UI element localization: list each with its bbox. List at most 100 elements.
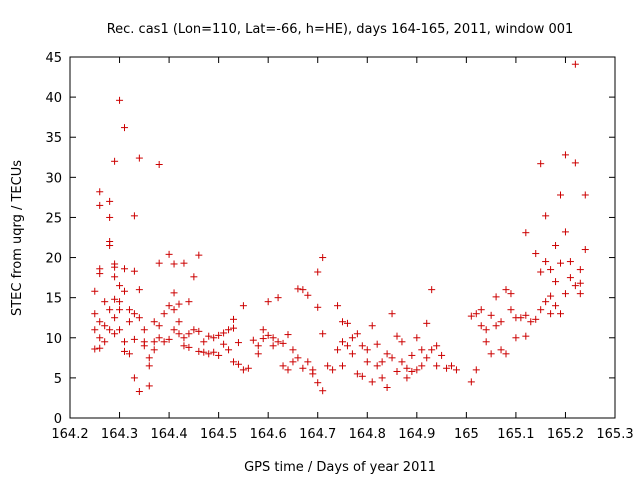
- data-point: [304, 358, 312, 366]
- data-point: [289, 346, 297, 354]
- data-point: [378, 374, 386, 382]
- data-point: [96, 318, 104, 326]
- data-point: [373, 340, 381, 348]
- data-point: [557, 310, 564, 318]
- data-point: [319, 387, 327, 395]
- data-point: [111, 260, 119, 268]
- data-point: [101, 322, 109, 330]
- data-point: [383, 384, 391, 392]
- data-point: [145, 354, 153, 362]
- data-point: [418, 362, 426, 370]
- data-point: [116, 326, 124, 334]
- data-point: [566, 274, 574, 282]
- x-axis-ticks: 164.2 164.3 164.4 164.5 164.6 164.7 164.8 164.9…: [51, 57, 634, 442]
- data-point: [140, 326, 148, 334]
- data-point: [319, 254, 327, 262]
- data-point: [358, 342, 366, 350]
- data-point: [130, 310, 138, 318]
- y-tick-label: 25: [45, 211, 62, 226]
- data-point: [358, 372, 366, 380]
- data-point: [547, 310, 555, 318]
- data-point: [408, 351, 416, 359]
- data-point: [96, 201, 104, 209]
- data-point: [106, 238, 114, 246]
- data-point: [348, 350, 356, 358]
- data-point: [576, 266, 584, 274]
- data-point: [343, 319, 351, 327]
- x-tick-label: 164.8: [349, 427, 386, 442]
- data-point: [150, 318, 158, 326]
- data-point: [135, 388, 143, 396]
- data-point: [497, 346, 505, 354]
- data-point: [522, 311, 530, 319]
- data-point: [150, 346, 158, 354]
- data-point: [522, 229, 530, 237]
- data-point: [428, 286, 436, 294]
- data-point: [195, 251, 203, 259]
- data-point: [334, 302, 342, 310]
- plot-frame: [69, 56, 616, 419]
- data-point: [487, 311, 495, 319]
- x-tick-label: 164.7: [299, 427, 336, 442]
- data-point: [195, 347, 203, 355]
- data-point: [259, 335, 267, 343]
- x-tick-label: 164.2: [51, 427, 88, 442]
- x-tick-label: 164.5: [200, 427, 237, 442]
- data-point: [418, 346, 426, 354]
- data-point: [254, 350, 262, 358]
- data-point: [552, 242, 560, 250]
- data-point: [130, 212, 138, 220]
- data-point: [155, 334, 163, 342]
- data-point: [130, 267, 138, 275]
- data-point: [215, 331, 223, 339]
- data-point: [125, 318, 133, 326]
- y-tick-label: 40: [45, 91, 62, 106]
- data-point: [279, 362, 287, 370]
- data-point: [101, 298, 109, 306]
- data-point: [423, 319, 431, 327]
- data-point: [160, 338, 168, 346]
- data-point: [195, 327, 203, 335]
- data-point: [403, 374, 411, 382]
- data-point: [155, 322, 163, 330]
- data-point: [234, 339, 242, 347]
- data-point: [482, 326, 490, 334]
- data-point: [477, 306, 485, 314]
- x-tick-label: 164.3: [101, 427, 138, 442]
- data-point: [116, 306, 124, 314]
- data-point: [294, 354, 302, 362]
- data-point: [155, 160, 163, 168]
- data-point: [512, 334, 520, 342]
- data-point: [165, 302, 173, 310]
- data-point: [284, 366, 292, 374]
- data-point: [314, 379, 322, 387]
- data-point: [185, 343, 193, 351]
- data-point: [155, 259, 163, 267]
- data-point: [329, 366, 337, 374]
- data-point: [185, 330, 193, 338]
- data-point: [388, 354, 396, 362]
- data-point: [96, 265, 104, 273]
- data-point: [200, 348, 208, 356]
- data-point: [269, 342, 277, 350]
- data-point: [230, 324, 237, 332]
- data-point: [492, 322, 500, 330]
- data-point: [547, 266, 555, 274]
- x-tick-label: 165.1: [497, 427, 534, 442]
- data-point: [576, 279, 584, 287]
- y-tick-label: 35: [45, 131, 62, 146]
- data-point: [343, 342, 351, 350]
- data-point: [552, 278, 560, 286]
- data-point: [96, 344, 104, 352]
- data-point: [532, 315, 540, 323]
- data-point: [363, 346, 371, 354]
- data-point: [309, 370, 317, 378]
- data-point: [348, 334, 356, 342]
- data-point: [264, 298, 272, 306]
- data-point: [215, 351, 223, 359]
- data-point: [393, 332, 401, 340]
- data-point: [398, 358, 406, 366]
- data-point: [175, 318, 183, 326]
- y-tick-label: 30: [45, 171, 62, 186]
- data-point: [289, 358, 297, 366]
